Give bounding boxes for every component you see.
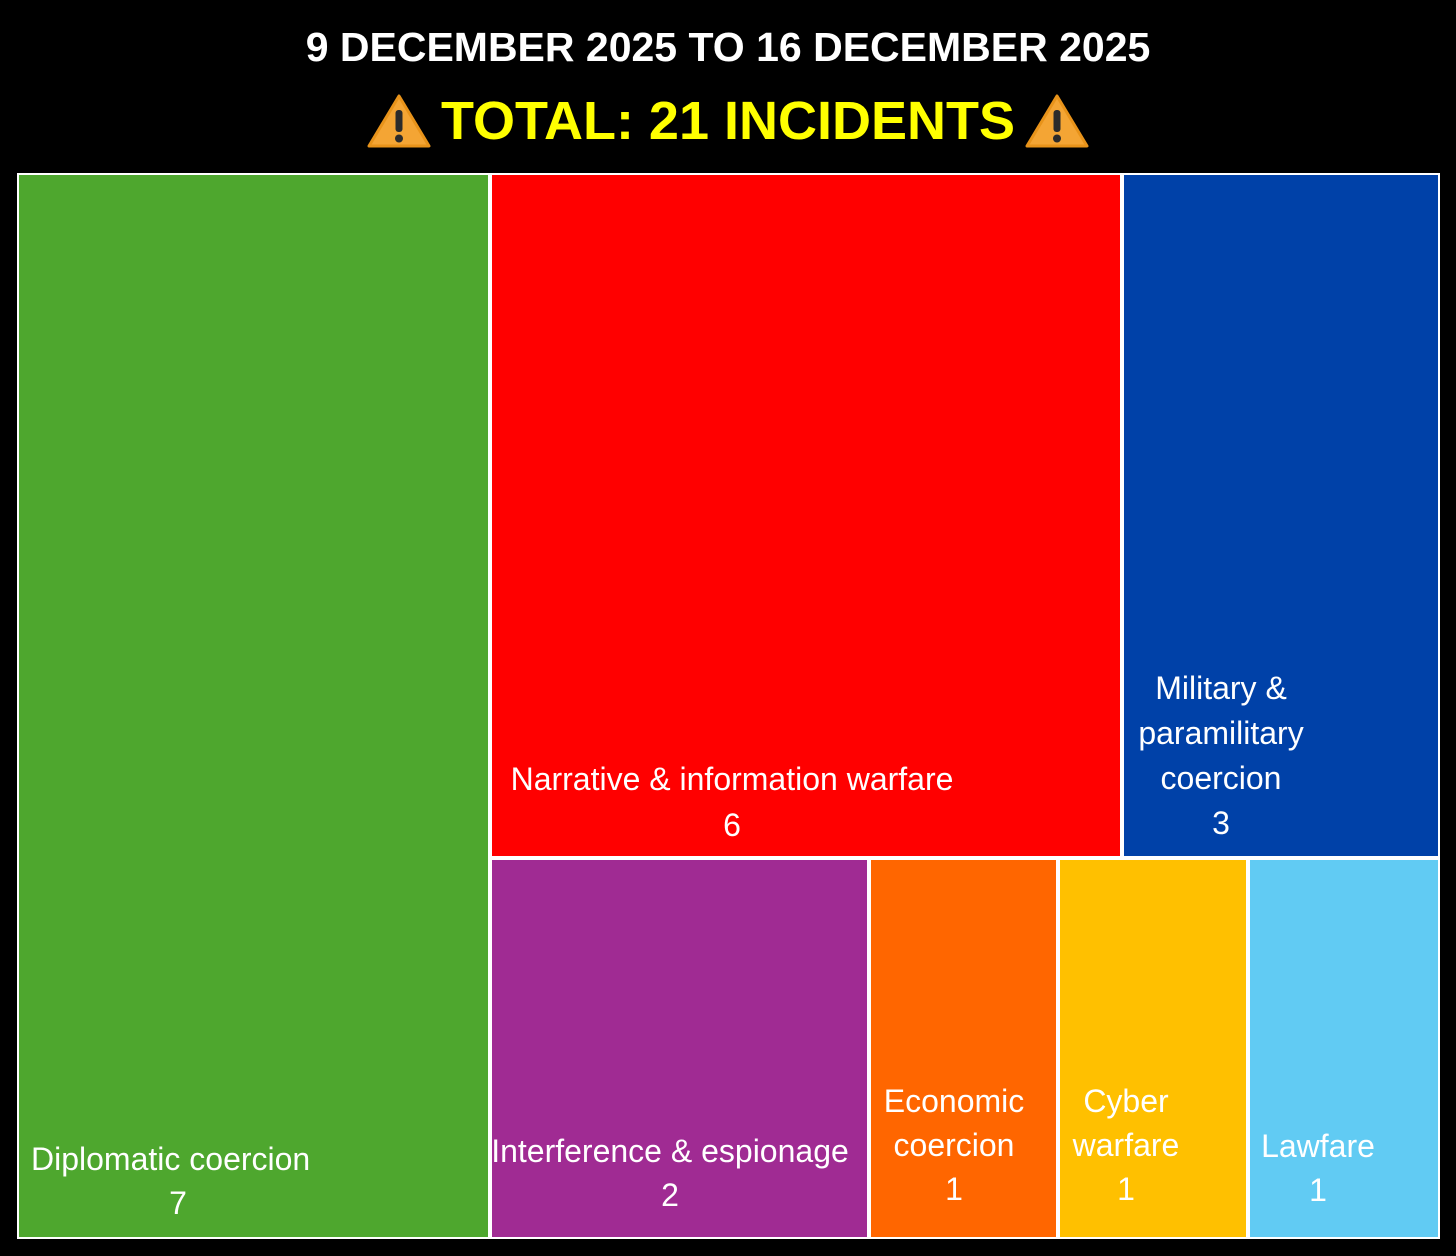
tile-label-military: paramilitary — [1138, 715, 1303, 751]
tile-value-military: 3 — [1212, 805, 1230, 841]
tile-label-economic: Economic — [884, 1083, 1025, 1119]
treemap-rect-diplomatic — [17, 173, 490, 1239]
warning-icon — [367, 94, 431, 148]
tile-label-interference: Interference & espionage — [491, 1133, 849, 1169]
tile-value-interference: 2 — [661, 1177, 679, 1213]
tile-label-economic: coercion — [894, 1127, 1015, 1163]
treemap-tile-diplomatic: Diplomatic coercion 7 — [17, 173, 490, 1239]
tile-value-diplomatic: 7 — [169, 1185, 187, 1221]
treemap-rect-economic — [869, 858, 1058, 1239]
treemap-rect-cyber — [1058, 858, 1248, 1239]
total-incidents-title: TOTAL: 21 INCIDENTS — [440, 91, 1016, 151]
treemap-tile-interference: Interference & espionage 2 — [490, 858, 869, 1239]
date-range-subtitle: 9 DECEMBER 2025 TO 16 DECEMBER 2025 — [305, 24, 1151, 70]
treemap-rect-military — [1122, 173, 1440, 858]
tile-value-cyber: 1 — [1117, 1171, 1135, 1207]
tile-value-lawfare: 1 — [1309, 1172, 1327, 1208]
treemap-border — [17, 173, 1440, 1239]
treemap-tile-economic: Economic coercion 1 — [869, 858, 1058, 1239]
tile-label-cyber: Cyber — [1083, 1083, 1169, 1119]
chart-header: 9 DECEMBER 2025 TO 16 DECEMBER 2025 TOTA… — [0, 0, 1456, 170]
tile-value-narrative: 6 — [723, 807, 741, 843]
tile-value-economic: 1 — [945, 1171, 963, 1207]
treemap-tile-lawfare: Lawfare 1 — [1248, 858, 1440, 1239]
treemap-rect-lawfare — [1248, 858, 1440, 1239]
treemap-tile-military: Military & paramilitary coercion 3 — [1122, 173, 1440, 858]
treemap-rect-interference — [490, 858, 869, 1239]
tile-label-diplomatic: Diplomatic coercion — [31, 1141, 310, 1177]
total-title-row: TOTAL: 21 INCIDENTS — [0, 90, 1456, 152]
treemap-tile-narrative: Narrative & information warfare 6 — [490, 173, 1122, 858]
treemap-rect-narrative — [490, 173, 1122, 858]
tile-label-lawfare: Lawfare — [1261, 1128, 1375, 1164]
treemap-tile-cyber: Cyber warfare 1 — [1058, 858, 1248, 1239]
tile-label-narrative: Narrative & information warfare — [511, 761, 954, 797]
warning-icon — [1025, 94, 1089, 148]
tile-label-military: coercion — [1161, 760, 1282, 796]
tile-label-military: Military & — [1155, 670, 1287, 706]
incident-treemap: Diplomatic coercion 7 Narrative & informat… — [17, 173, 1440, 1239]
tile-label-cyber: warfare — [1072, 1127, 1180, 1163]
